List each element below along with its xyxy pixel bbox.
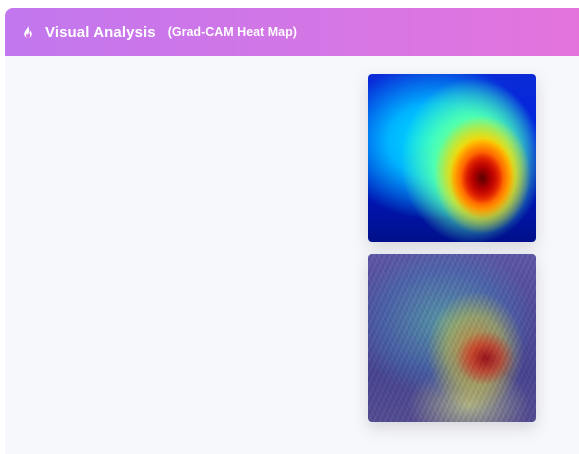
page-subtitle: (Grad-CAM Heat Map) bbox=[167, 25, 297, 39]
flame-icon bbox=[19, 23, 37, 41]
grad-cam-overlay-image[interactable] bbox=[368, 254, 536, 422]
card-header: Visual Analysis (Grad-CAM Heat Map) bbox=[5, 8, 579, 56]
grad-cam-heatmap-image[interactable] bbox=[368, 74, 536, 242]
page-title: Visual Analysis bbox=[45, 23, 156, 41]
overlay-graphic bbox=[368, 254, 536, 422]
visual-analysis-card: Visual Analysis (Grad-CAM Heat Map) bbox=[5, 8, 579, 454]
heatmap-graphic bbox=[368, 74, 536, 242]
card-body bbox=[5, 56, 579, 454]
